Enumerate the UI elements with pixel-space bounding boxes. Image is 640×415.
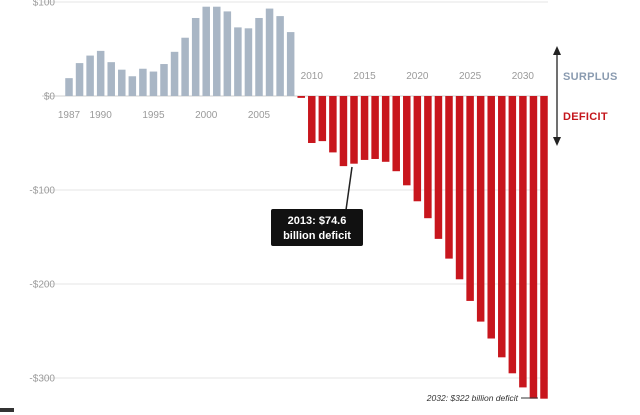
indicator-arrow-up-icon	[553, 46, 561, 55]
bar-deficit-2030	[519, 96, 527, 388]
bar-surplus-1998	[181, 37, 189, 96]
legend-deficit-label: DEFICIT	[563, 111, 608, 123]
bar-deficit-2021	[424, 96, 432, 219]
bar-deficit-2028	[498, 96, 506, 358]
bar-surplus-2006	[265, 8, 274, 96]
bar-deficit-2023	[445, 96, 453, 259]
x-tick-label-projection-era: 2025	[459, 71, 482, 82]
y-tick-label: $100	[33, 0, 56, 9]
bar-deficit-2031	[529, 96, 538, 399]
bar-deficit-2015	[360, 96, 369, 160]
x-tick-label-projection-era: 2015	[353, 71, 376, 82]
bar-surplus-1994	[139, 68, 147, 96]
callout-2013-line2: billion deficit	[283, 230, 351, 242]
bar-surplus-1990	[96, 50, 105, 96]
bar-deficit-2029	[508, 96, 517, 374]
bars-layer	[65, 6, 548, 399]
end-annotation: 2032: $322 billion deficit	[426, 393, 538, 403]
x-tick-label-lower-era: 1987	[58, 110, 81, 121]
bar-deficit-2009	[297, 96, 305, 98]
callout-2013: 2013: $74.6 billion deficit	[271, 166, 363, 246]
axis-layer: $100 $0 -$100 -$200 -$300 1987 1990 1995 2000 200…	[29, 0, 534, 385]
x-tick-label-lower-era: 1990	[90, 110, 113, 121]
bar-surplus-1992	[118, 69, 126, 96]
bar-deficit-2011	[318, 96, 327, 142]
bar-deficit-2018	[392, 96, 400, 172]
bar-deficit-2025	[466, 96, 474, 301]
legend-surplus-label: SURPLUS	[563, 71, 618, 83]
bar-deficit-2019	[403, 96, 411, 186]
callout-2013-line1: 2013: $74.6	[288, 215, 347, 227]
bar-surplus-2008	[286, 32, 295, 96]
x-tick-label-projection-era: 2030	[512, 71, 535, 82]
grid-layer	[42, 1, 548, 379]
y-tick-label: $0	[44, 92, 56, 103]
x-tick-label-lower-era: 2005	[248, 110, 271, 121]
bar-surplus-1993	[128, 76, 137, 96]
indicator-arrow-down-icon	[553, 137, 561, 146]
bar-deficit-2022	[434, 96, 443, 239]
bar-surplus-1997	[170, 51, 179, 96]
bar-surplus-2002	[223, 11, 232, 96]
bar-deficit-2017	[381, 96, 390, 162]
bar-surplus-1991	[107, 62, 115, 96]
bar-deficit-2020	[413, 96, 422, 202]
bar-surplus-2003	[234, 27, 242, 97]
callout-2013-box	[271, 209, 363, 246]
logo-fragment	[0, 408, 14, 412]
bar-deficit-2013	[339, 96, 348, 167]
x-tick-label-projection-era: 2020	[406, 71, 429, 82]
bar-deficit-2032	[540, 96, 548, 399]
bar-surplus-1996	[160, 64, 168, 96]
callout-2013-leader	[345, 166, 353, 211]
y-tick-label: -$200	[29, 280, 55, 291]
bar-surplus-1989	[86, 55, 94, 96]
bar-deficit-2027	[487, 96, 495, 339]
bar-surplus-2001	[213, 6, 221, 97]
bar-deficit-2010	[308, 96, 316, 143]
bar-deficit-2014	[350, 96, 358, 164]
x-tick-label-lower-era: 2000	[195, 110, 218, 121]
y-tick-label: -$100	[29, 186, 55, 197]
bar-surplus-2005	[255, 17, 263, 97]
x-tick-label-projection-era: 2010	[301, 71, 324, 82]
bar-surplus-1999	[191, 17, 200, 97]
bar-surplus-1987	[65, 78, 73, 96]
x-tick-label-lower-era: 1995	[142, 110, 165, 121]
end-annotation-text: 2032: $322 billion deficit	[426, 393, 519, 403]
y-tick-label: -$300	[29, 374, 55, 385]
bar-surplus-2007	[276, 16, 284, 97]
bar-deficit-2012	[329, 96, 337, 153]
bar-surplus-1988	[75, 63, 84, 96]
bar-surplus-2000	[202, 6, 210, 97]
bar-surplus-1995	[149, 71, 158, 96]
bar-surplus-2004	[244, 28, 253, 96]
bar-deficit-2026	[476, 96, 485, 322]
bar-deficit-2024	[455, 96, 464, 280]
surplus-deficit-indicator: SURPLUS DEFICIT	[553, 46, 618, 146]
bar-deficit-2016	[371, 96, 379, 159]
